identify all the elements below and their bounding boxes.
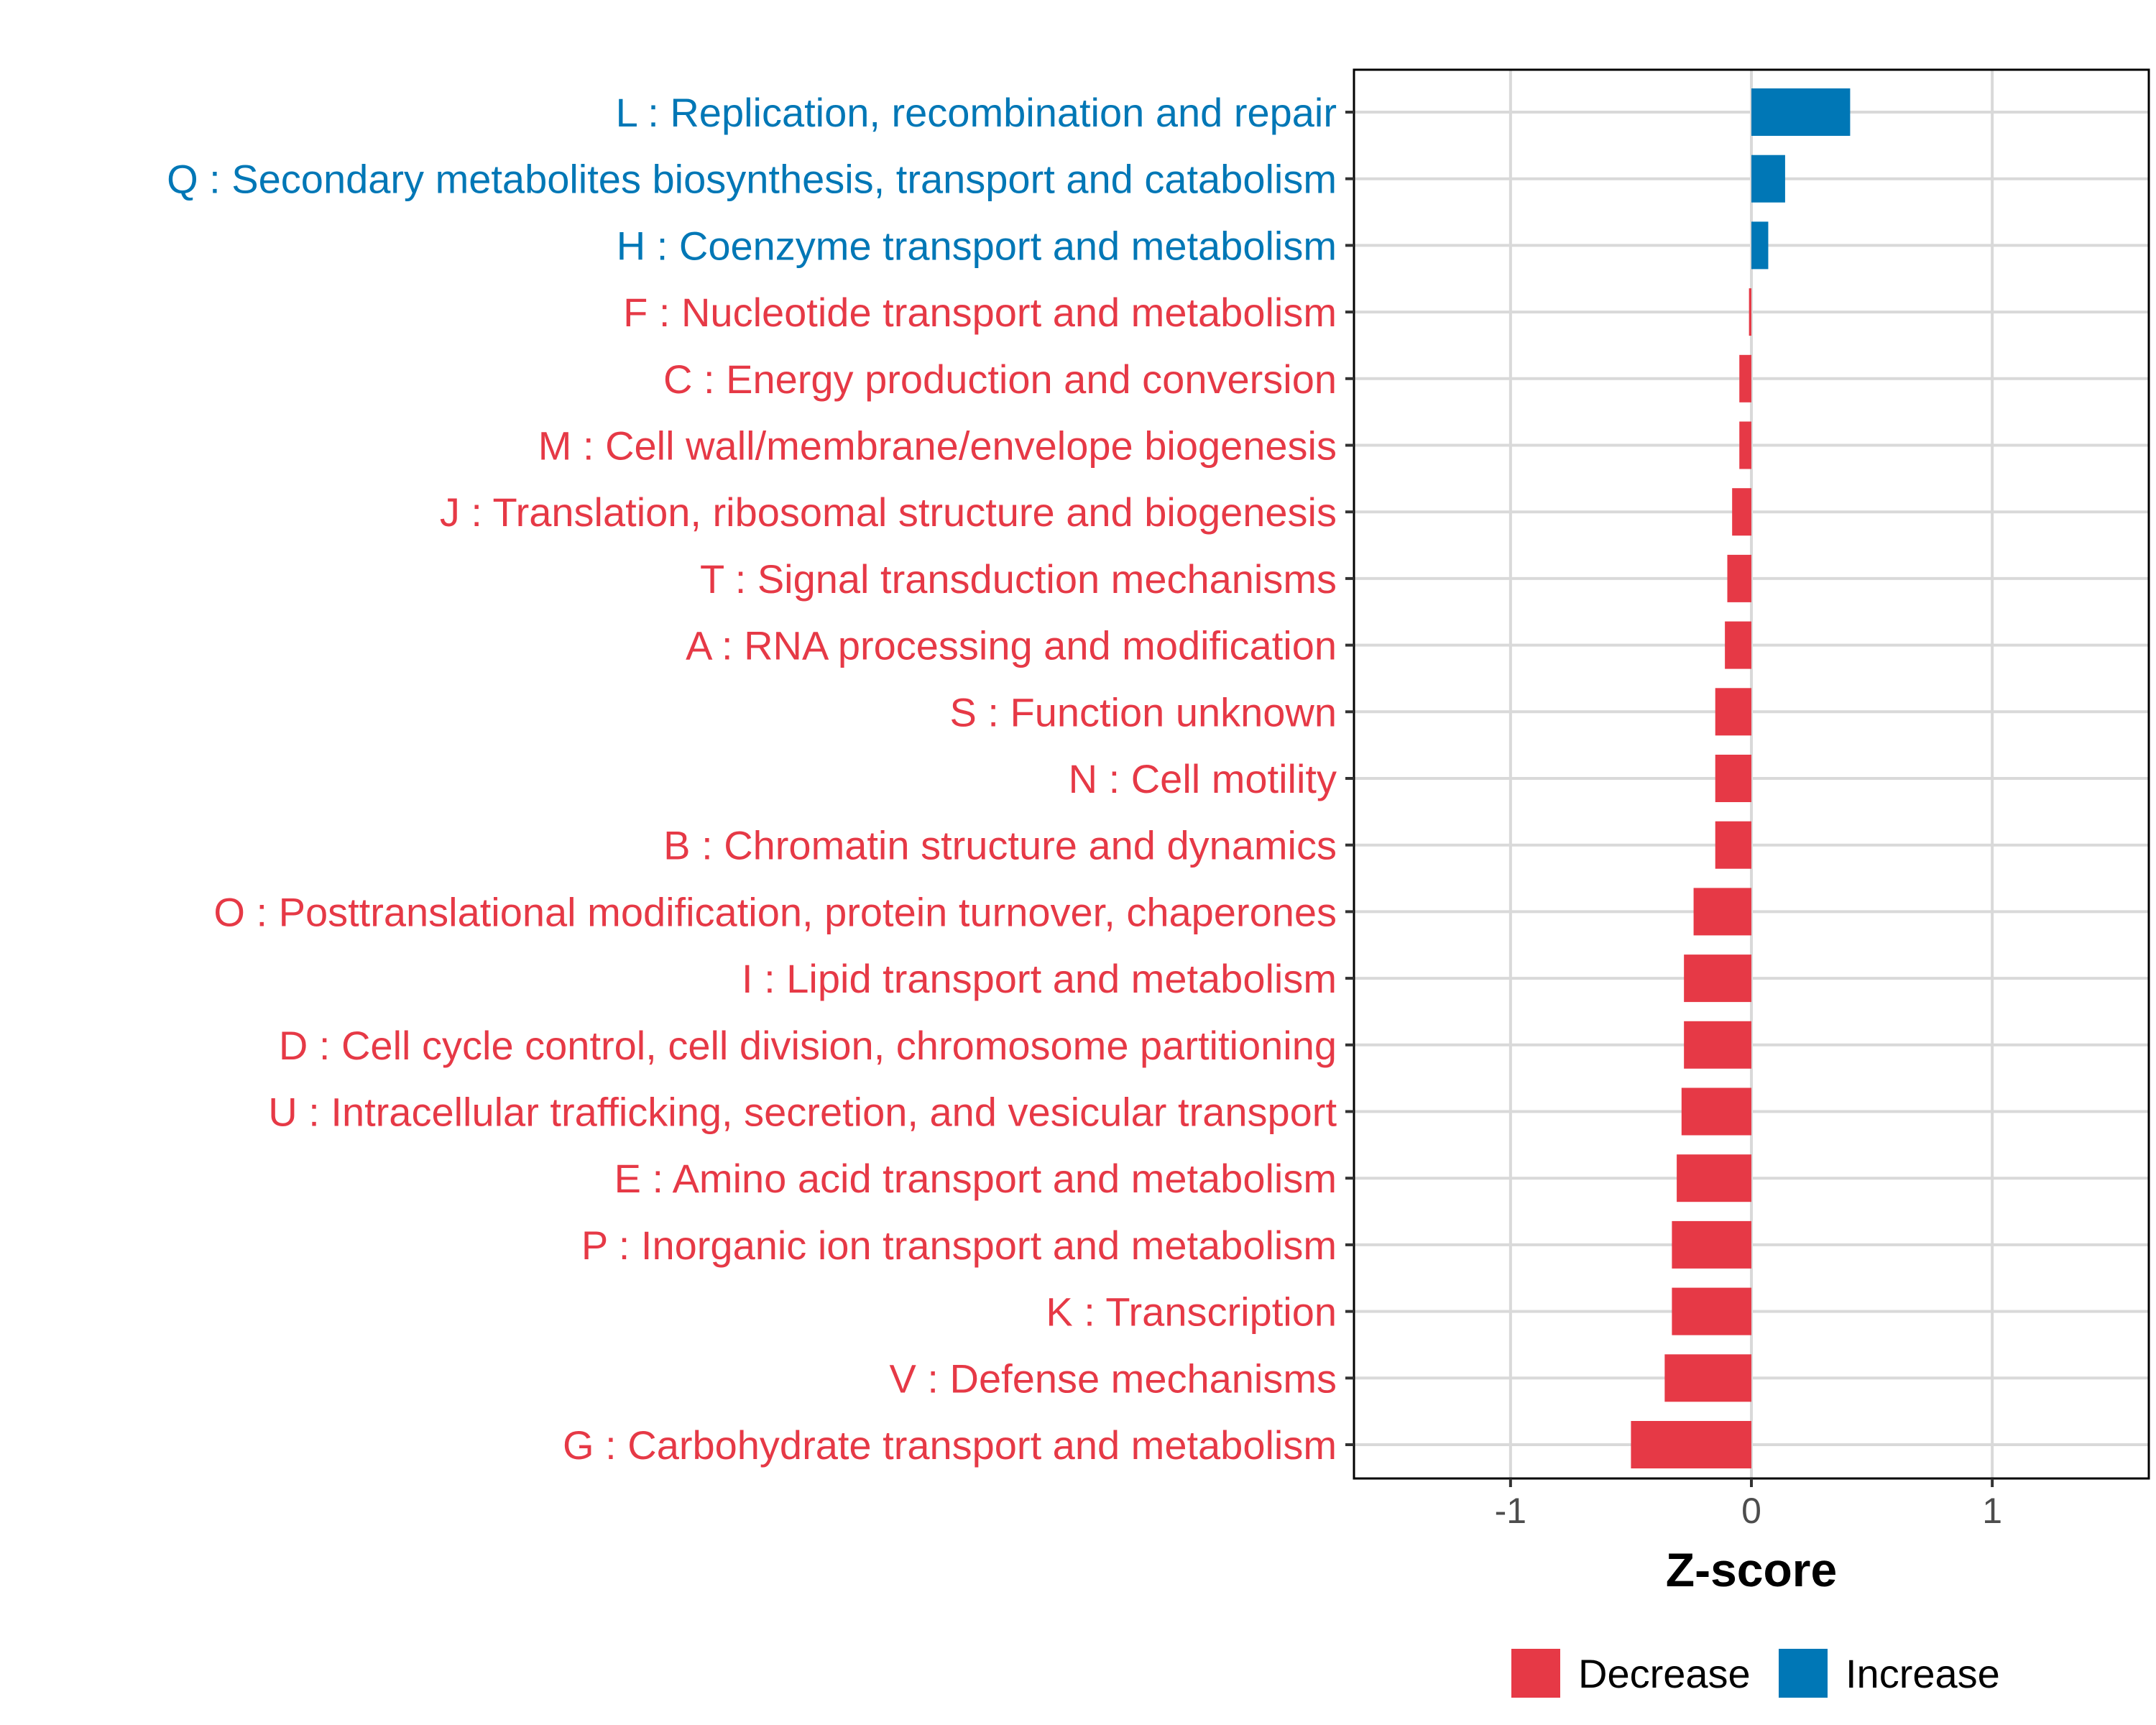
x-axis-ticks: -1 0 1 bbox=[1495, 1478, 2002, 1531]
category-label: D : Cell cycle control, cell division, c… bbox=[279, 1023, 1337, 1068]
bar bbox=[1732, 488, 1751, 536]
legend-key-decrease bbox=[1511, 1649, 1560, 1698]
category-labels: L : Replication, recombination and repai… bbox=[167, 90, 1337, 1468]
bar bbox=[1672, 1220, 1751, 1269]
category-label: O : Posttranslational modification, prot… bbox=[213, 889, 1337, 934]
legend-label-decrease: Decrease bbox=[1578, 1651, 1751, 1696]
bar bbox=[1715, 821, 1751, 869]
bar bbox=[1672, 1287, 1751, 1335]
bar bbox=[1749, 288, 1751, 336]
category-label: G : Carbohydrate transport and metabolis… bbox=[563, 1422, 1337, 1468]
bars bbox=[1631, 88, 1851, 1468]
bar bbox=[1715, 755, 1751, 802]
category-label: N : Cell motility bbox=[1069, 756, 1337, 801]
legend: Decrease Increase bbox=[1511, 1649, 2000, 1698]
bar bbox=[1664, 1354, 1751, 1402]
bar bbox=[1677, 1154, 1751, 1202]
bar bbox=[1739, 354, 1751, 402]
x-tick-label: 0 bbox=[1741, 1491, 1761, 1531]
category-label: M : Cell wall/membrane/envelope biogenes… bbox=[538, 423, 1337, 469]
category-label: L : Replication, recombination and repai… bbox=[616, 90, 1337, 135]
bar bbox=[1751, 88, 1851, 136]
x-tick-label: 1 bbox=[1982, 1491, 2002, 1531]
bar bbox=[1684, 954, 1751, 1003]
category-label: K : Transcription bbox=[1046, 1289, 1337, 1335]
category-label: C : Energy production and conversion bbox=[663, 356, 1337, 402]
category-label: E : Amino acid transport and metabolism bbox=[614, 1156, 1337, 1201]
legend-label-increase: Increase bbox=[1846, 1651, 2000, 1696]
category-label: Q : Secondary metabolites biosynthesis, … bbox=[167, 157, 1337, 202]
bar bbox=[1693, 888, 1751, 936]
x-axis-title: Z-score bbox=[1666, 1543, 1837, 1596]
category-label: I : Lipid transport and metabolism bbox=[742, 956, 1337, 1001]
category-label: P : Inorganic ion transport and metaboli… bbox=[581, 1223, 1337, 1268]
category-label: J : Translation, ribosomal structure and… bbox=[440, 489, 1337, 535]
category-label: V : Defense mechanisms bbox=[890, 1356, 1337, 1401]
bar bbox=[1751, 155, 1785, 203]
category-label: U : Intracellular trafficking, secretion… bbox=[268, 1090, 1337, 1135]
category-label: S : Function unknown bbox=[949, 689, 1337, 735]
category-label: T : Signal transduction mechanisms bbox=[700, 556, 1337, 602]
x-tick-label: -1 bbox=[1495, 1491, 1526, 1531]
y-axis-ticks bbox=[1345, 111, 1354, 1446]
bar bbox=[1725, 621, 1751, 669]
bar bbox=[1681, 1087, 1751, 1136]
legend-key-increase bbox=[1779, 1649, 1828, 1698]
bar bbox=[1739, 421, 1751, 469]
bar bbox=[1727, 554, 1751, 602]
bar bbox=[1715, 688, 1751, 736]
category-label: H : Coenzyme transport and metabolism bbox=[617, 223, 1337, 268]
bar bbox=[1631, 1421, 1751, 1468]
category-label: A : RNA processing and modification bbox=[686, 623, 1337, 668]
bar bbox=[1684, 1021, 1751, 1069]
category-label: F : Nucleotide transport and metabolism bbox=[623, 290, 1337, 335]
bar bbox=[1751, 221, 1769, 270]
category-label: B : Chromatin structure and dynamics bbox=[663, 823, 1337, 868]
